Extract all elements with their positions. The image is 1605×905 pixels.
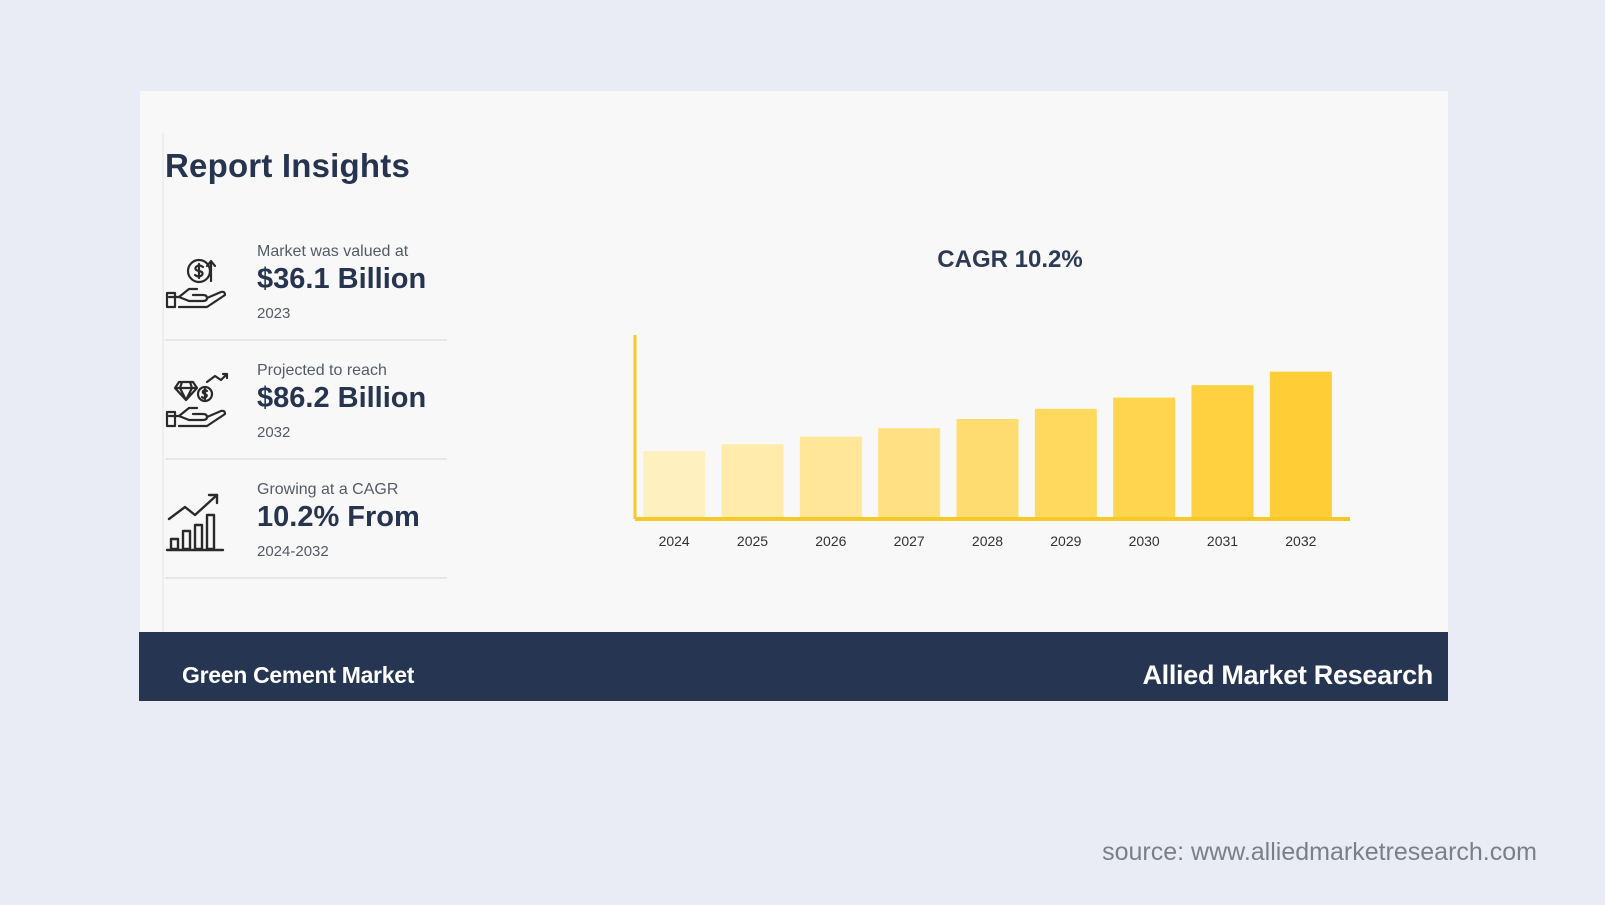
- money-hand-icon: [165, 258, 227, 309]
- x-tick-label: 2030: [1129, 533, 1160, 549]
- bar-2032: [1269, 371, 1332, 519]
- x-tick-label: 2024: [659, 533, 690, 549]
- bar-2030: [1113, 397, 1176, 519]
- insight-market-value: Market was valued at $36.1 Billion 2023: [165, 223, 447, 341]
- insight-value: $36.1 Billion: [257, 263, 427, 295]
- x-tick-label: 2028: [972, 533, 1003, 549]
- bar-2026: [799, 436, 862, 519]
- bar-2025: [721, 444, 784, 519]
- bar-2031: [1191, 385, 1254, 519]
- diamond-hand-icon: [165, 372, 229, 428]
- x-tick-label: 2026: [815, 533, 846, 549]
- insight-projected-value: Projected to reach $86.2 Billion 2032: [165, 342, 447, 460]
- bar-chart: 2024 2025 2026 2027 2028 2029 2030 2031 2032: [633, 335, 1350, 549]
- bar-2029: [1034, 408, 1097, 519]
- insight-label: Growing at a CAGR: [257, 481, 399, 498]
- x-tick-label: 2032: [1285, 533, 1316, 549]
- x-tick-label: 2025: [737, 533, 768, 549]
- bar-2024: [643, 451, 706, 519]
- insight-value: 10.2% From: [257, 501, 420, 533]
- footer-bar: Green Cement Market Allied Market Resear…: [139, 632, 1448, 701]
- report-card: Report Insights Market was valued at $36…: [140, 91, 1448, 701]
- insight-label: Market was valued at: [257, 243, 409, 260]
- left-divider: [162, 133, 164, 633]
- chart-title: CAGR 10.2%: [937, 246, 1083, 273]
- growth-chart-icon: [165, 493, 225, 552]
- x-tick-label: 2029: [1050, 533, 1081, 549]
- insight-value: $86.2 Billion: [257, 382, 427, 414]
- bar-2027: [878, 428, 941, 519]
- insight-label: Projected to reach: [257, 362, 387, 379]
- source-text: source: www.alliedmarketresearch.com: [1102, 838, 1537, 866]
- insight-cagr: Growing at a CAGR 10.2% From 2024-2032: [165, 461, 447, 579]
- insight-year: 2023: [257, 305, 291, 322]
- x-tick-label: 2031: [1207, 533, 1238, 549]
- brand-name: Allied Market Research: [1142, 660, 1433, 690]
- market-name: Green Cement Market: [182, 662, 415, 688]
- insight-year: 2032: [257, 424, 291, 441]
- report-title: Report Insights: [165, 147, 411, 184]
- bar-2028: [956, 418, 1019, 519]
- x-tick-label: 2027: [894, 533, 925, 549]
- insight-year: 2024-2032: [257, 543, 329, 560]
